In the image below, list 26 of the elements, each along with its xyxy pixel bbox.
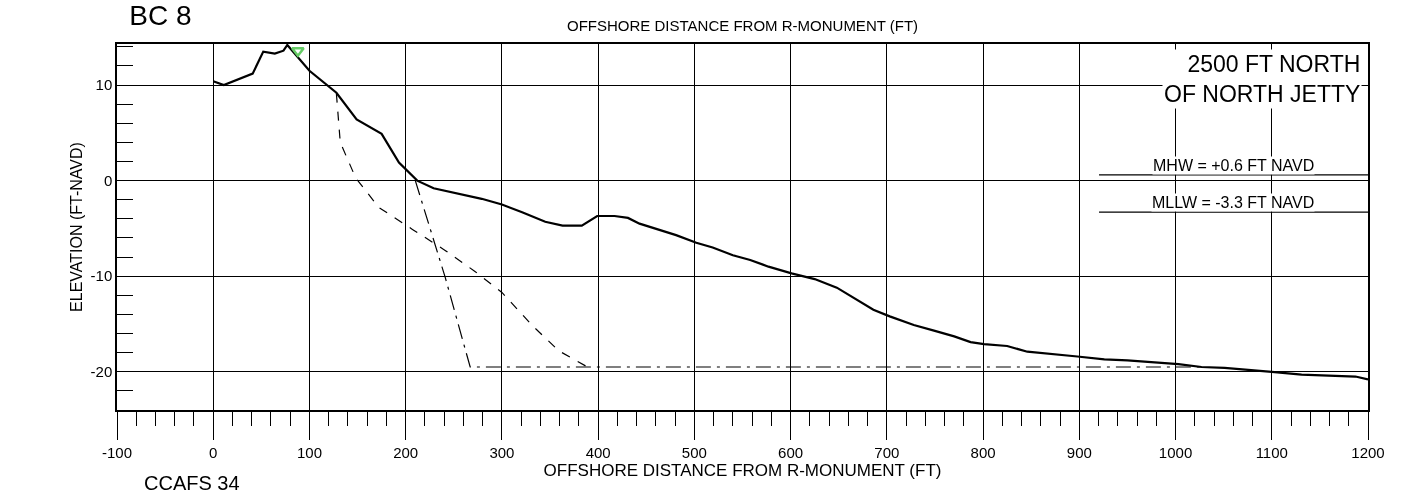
x-tick-label: 500: [681, 443, 707, 461]
y-axis-title: ELEVATION (FT-NAVD): [67, 142, 85, 312]
x-tick-label: 600: [778, 443, 804, 461]
y-tick-label: -20: [90, 363, 113, 381]
y-tick-label: -10: [90, 267, 113, 285]
x-tick-label: 1100: [1255, 443, 1288, 461]
x-tick-label: 400: [585, 443, 611, 461]
x-tick-label: 300: [489, 443, 515, 461]
ref-line-label: MHW = +0.6 FT NAVD: [1153, 157, 1315, 174]
x-tick-label: 0: [209, 443, 218, 461]
x-tick-label: 1000: [1158, 443, 1193, 461]
x-tick-label: 100: [296, 443, 322, 461]
y-tick-label: 0: [103, 171, 113, 189]
annotation: 2500 FT NORTH OF NORTH JETTY: [1164, 51, 1361, 107]
x-tick-label: 1200: [1351, 443, 1385, 461]
chart-title: BC 8: [129, 0, 192, 31]
x-tick-label: 900: [1066, 443, 1092, 461]
x-axis-title: OFFSHORE DISTANCE FROM R-MONUMENT (FT): [543, 460, 942, 480]
text: OFFSHORE DISTANCE FROM R-MONUMENT (FT): [567, 17, 919, 34]
text: CCAFS 34: [144, 472, 240, 494]
x-tick-label: 700: [874, 443, 900, 461]
x-tick-label: 800: [970, 443, 996, 461]
x-tick-label: -100: [101, 443, 133, 461]
ref-line-label: MLLW = -3.3 FT NAVD: [1152, 194, 1315, 211]
y-tick-label: 10: [95, 76, 113, 94]
x-tick-label: 200: [393, 443, 419, 461]
